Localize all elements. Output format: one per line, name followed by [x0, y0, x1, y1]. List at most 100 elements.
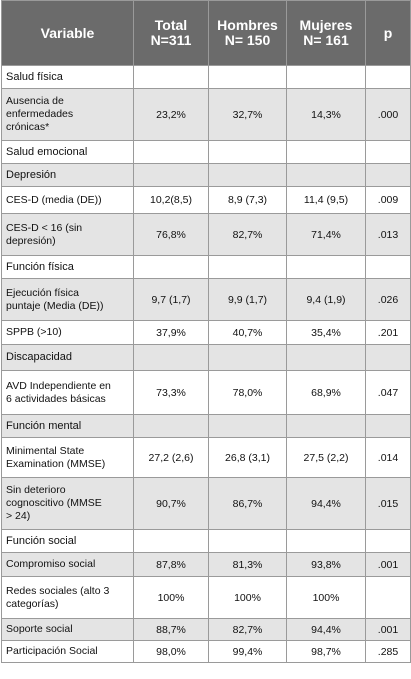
empty-cell	[286, 414, 366, 438]
empty-cell	[286, 163, 366, 187]
section-label: Función mental	[1, 414, 134, 438]
hombres-cell: 81,3%	[208, 552, 287, 577]
empty-cell	[133, 529, 209, 553]
row-label: CES-D (media (DE))	[1, 186, 134, 214]
hombres-cell: 9,9 (1,7)	[208, 278, 287, 321]
empty-cell	[365, 255, 411, 279]
section-row: Salud emocional	[1, 140, 411, 164]
mujeres-cell: 71,4%	[286, 213, 366, 256]
results-table: Variable Total N=311 Hombres N= 150 Muje…	[1, 0, 411, 663]
table-row: SPPB (>10) 37,9% 40,7% 35,4% .201	[1, 320, 411, 345]
total-cell: 76,8%	[133, 213, 209, 256]
row-label: Soporte social	[1, 618, 134, 641]
total-cell: 10,2(8,5)	[133, 186, 209, 214]
total-cell: 27,2 (2,6)	[133, 437, 209, 478]
p-value-cell: .000	[365, 88, 411, 141]
row-label: Compromiso social	[1, 552, 134, 577]
section-label: Función social	[1, 529, 134, 553]
section-row: Función social	[1, 529, 411, 553]
table-row: Ausencia de enfermedades crónicas* 23,2% 3…	[1, 88, 411, 141]
table-row: Redes sociales (alto 3 categorías) 100% 10…	[1, 576, 411, 619]
total-cell: 90,7%	[133, 477, 209, 530]
empty-cell	[208, 65, 287, 89]
row-label: Participación Social	[1, 640, 134, 663]
table-row: CES-D < 16 (sin depresión) 76,8% 82,7% 71,4…	[1, 213, 411, 256]
p-value-cell	[365, 576, 411, 619]
row-label: Ejecución física puntaje (Media (DE))	[1, 278, 134, 321]
p-value-cell: .026	[365, 278, 411, 321]
table-row: Compromiso social 87,8% 81,3% 93,8% .001	[1, 552, 411, 577]
row-label: AVD Independiente en 6 actividades básic…	[1, 370, 134, 415]
empty-cell	[286, 255, 366, 279]
total-cell: 37,9%	[133, 320, 209, 345]
empty-cell	[133, 163, 209, 187]
empty-cell	[286, 140, 366, 164]
hombres-cell: 100%	[208, 576, 287, 619]
empty-cell	[208, 163, 287, 187]
mujeres-cell: 68,9%	[286, 370, 366, 415]
section-row: Salud física	[1, 65, 411, 89]
row-label: Ausencia de enfermedades crónicas*	[1, 88, 134, 141]
section-row: Discapacidad	[1, 344, 411, 371]
hombres-cell: 82,7%	[208, 213, 287, 256]
total-cell: 100%	[133, 576, 209, 619]
total-cell: 9,7 (1,7)	[133, 278, 209, 321]
empty-cell	[133, 255, 209, 279]
table-row: Participación Social 98,0% 99,4% 98,7% .285	[1, 640, 411, 663]
mujeres-cell: 9,4 (1,9)	[286, 278, 366, 321]
empty-cell	[365, 65, 411, 89]
mujeres-cell: 93,8%	[286, 552, 366, 577]
hombres-cell: 86,7%	[208, 477, 287, 530]
mujeres-cell: 98,7%	[286, 640, 366, 663]
row-label: CES-D < 16 (sin depresión)	[1, 213, 134, 256]
total-cell: 98,0%	[133, 640, 209, 663]
p-value-cell: .285	[365, 640, 411, 663]
empty-cell	[208, 414, 287, 438]
table-row: Ejecución física puntaje (Media (DE)) 9,7…	[1, 278, 411, 321]
row-label: SPPB (>10)	[1, 320, 134, 345]
section-row: Función mental	[1, 414, 411, 438]
row-label: Minimental State Examination (MMSE)	[1, 437, 134, 478]
table-row: AVD Independiente en 6 actividades básic…	[1, 370, 411, 415]
hombres-cell: 99,4%	[208, 640, 287, 663]
p-value-cell: .009	[365, 186, 411, 214]
empty-cell	[365, 140, 411, 164]
total-cell: 73,3%	[133, 370, 209, 415]
hombres-cell: 78,0%	[208, 370, 287, 415]
table-row: Soporte social 88,7% 82,7% 94,4% .001	[1, 618, 411, 641]
p-value-cell: .013	[365, 213, 411, 256]
empty-cell	[208, 344, 287, 371]
empty-cell	[286, 65, 366, 89]
empty-cell	[365, 529, 411, 553]
empty-cell	[208, 255, 287, 279]
mujeres-cell: 35,4%	[286, 320, 366, 345]
table-row: CES-D (media (DE)) 10,2(8,5) 8,9 (7,3) 11,4…	[1, 186, 411, 214]
hombres-cell: 32,7%	[208, 88, 287, 141]
header-p: p	[365, 0, 411, 66]
mujeres-cell: 94,4%	[286, 618, 366, 641]
section-label: Salud física	[1, 65, 134, 89]
total-cell: 23,2%	[133, 88, 209, 141]
header-total: Total N=311	[133, 0, 209, 66]
hombres-cell: 40,7%	[208, 320, 287, 345]
p-value-cell: .015	[365, 477, 411, 530]
mujeres-cell: 11,4 (9,5)	[286, 186, 366, 214]
hombres-cell: 82,7%	[208, 618, 287, 641]
section-row: Depresión	[1, 163, 411, 187]
mujeres-cell: 27,5 (2,2)	[286, 437, 366, 478]
header-variable: Variable	[1, 0, 134, 66]
section-row: Función física	[1, 255, 411, 279]
empty-cell	[208, 529, 287, 553]
empty-cell	[133, 414, 209, 438]
empty-cell	[286, 344, 366, 371]
mujeres-cell: 94,4%	[286, 477, 366, 530]
p-value-cell: .014	[365, 437, 411, 478]
empty-cell	[365, 163, 411, 187]
table-row: Minimental State Examination (MMSE) 27,2 …	[1, 437, 411, 478]
empty-cell	[286, 529, 366, 553]
header-hombres: Hombres N= 150	[208, 0, 287, 66]
header-mujeres: Mujeres N= 161	[286, 0, 366, 66]
empty-cell	[365, 414, 411, 438]
hombres-cell: 26,8 (3,1)	[208, 437, 287, 478]
empty-cell	[133, 140, 209, 164]
